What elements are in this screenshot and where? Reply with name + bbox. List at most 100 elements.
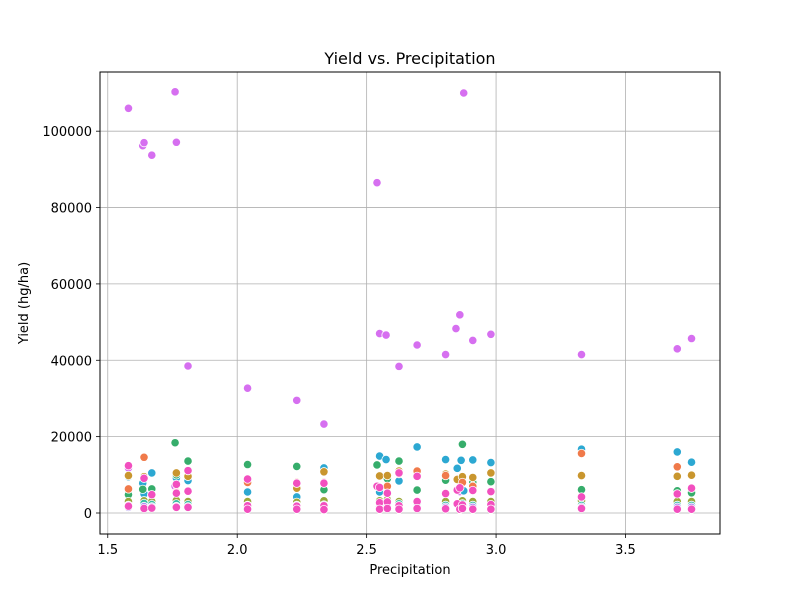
- data-point: [672, 462, 682, 472]
- data-point: [382, 470, 392, 481]
- data-point: [486, 468, 496, 478]
- data-point: [123, 461, 134, 471]
- data-point: [319, 504, 329, 515]
- data-point: [672, 344, 682, 354]
- data-point: [451, 323, 461, 334]
- data-point: [486, 457, 496, 468]
- data-point: [123, 484, 134, 494]
- data-point: [440, 349, 451, 360]
- y-tick-label: 60000: [51, 278, 92, 293]
- x-tick-label: 1.5: [97, 543, 118, 558]
- data-point: [686, 470, 697, 480]
- data-point: [171, 137, 181, 147]
- data-point: [171, 468, 181, 478]
- data-point: [374, 504, 385, 514]
- data-point: [440, 454, 451, 465]
- plot-frame: [99, 71, 721, 535]
- data-point: [412, 471, 422, 481]
- y-tick-label: 40000: [51, 354, 92, 369]
- data-point: [394, 504, 404, 514]
- data-point: [372, 460, 382, 470]
- data-point: [374, 482, 385, 493]
- data-point: [486, 477, 496, 487]
- data-point: [138, 484, 148, 494]
- data-point: [672, 447, 682, 457]
- chart-title: Yield vs. Precipitation: [323, 49, 495, 68]
- data-point: [170, 438, 180, 448]
- data-point: [486, 504, 496, 514]
- data-point: [381, 330, 391, 340]
- data-point: [292, 504, 302, 514]
- data-point: [394, 456, 404, 466]
- data-point: [468, 485, 478, 496]
- data-point: [452, 463, 462, 473]
- data-point: [576, 349, 587, 360]
- data-point: [672, 489, 682, 499]
- data-point: [292, 395, 302, 405]
- y-axis-title: Yield (hg/ha): [17, 262, 32, 345]
- data-point: [292, 478, 302, 488]
- x-tick-label: 3.5: [615, 543, 636, 558]
- data-point: [242, 383, 253, 393]
- x-tick-label: 2.0: [227, 543, 248, 558]
- data-point: [686, 483, 697, 493]
- data-point: [686, 504, 697, 514]
- data-point: [147, 468, 157, 478]
- data-point: [686, 333, 697, 344]
- data-point: [242, 459, 253, 470]
- data-point: [139, 138, 149, 148]
- data-point: [412, 442, 422, 452]
- data-point: [394, 361, 404, 371]
- data-point: [372, 178, 382, 188]
- x-axis-ticks: 1.5 2.0 2.5 3.0 3.5: [97, 534, 636, 558]
- data-point: [686, 457, 697, 467]
- data-point: [412, 503, 422, 514]
- data-point: [455, 483, 465, 493]
- data-point: [183, 486, 193, 496]
- data-points: [123, 87, 697, 515]
- data-point: [440, 488, 451, 499]
- data-point: [672, 504, 682, 514]
- data-point: [139, 503, 149, 514]
- grid-lines: [100, 72, 720, 534]
- data-point: [242, 474, 253, 484]
- data-point: [672, 471, 682, 481]
- y-tick-label: 0: [84, 507, 92, 522]
- data-point: [468, 455, 478, 465]
- data-point: [457, 503, 468, 514]
- data-point: [576, 470, 587, 481]
- data-point: [139, 452, 149, 462]
- x-tick-label: 3.0: [486, 543, 507, 558]
- data-point: [412, 485, 422, 495]
- data-point: [486, 487, 496, 497]
- data-point: [576, 503, 587, 514]
- data-point: [576, 448, 587, 459]
- data-point: [171, 502, 181, 512]
- x-axis-title: Precipitation: [369, 563, 450, 578]
- data-point: [394, 468, 404, 478]
- data-point: [468, 504, 478, 514]
- data-point: [242, 504, 253, 514]
- data-point: [147, 490, 157, 500]
- data-point: [147, 150, 157, 160]
- y-tick-label: 20000: [51, 431, 92, 446]
- data-point: [468, 472, 478, 483]
- data-point: [319, 478, 329, 488]
- data-point: [183, 466, 193, 476]
- data-point: [459, 88, 469, 98]
- data-point: [381, 454, 391, 465]
- data-point: [412, 340, 422, 350]
- data-point: [576, 492, 587, 502]
- data-point: [147, 503, 157, 513]
- data-point: [170, 87, 180, 97]
- data-point: [455, 310, 465, 320]
- data-point: [440, 504, 451, 514]
- data-point: [382, 503, 392, 514]
- y-axis-ticks: 0 20000 40000 60000 80000 100000: [42, 125, 100, 522]
- data-point: [139, 473, 149, 483]
- data-point: [374, 471, 385, 481]
- data-point: [171, 479, 181, 489]
- y-tick-label: 100000: [42, 125, 92, 140]
- data-point: [440, 470, 451, 481]
